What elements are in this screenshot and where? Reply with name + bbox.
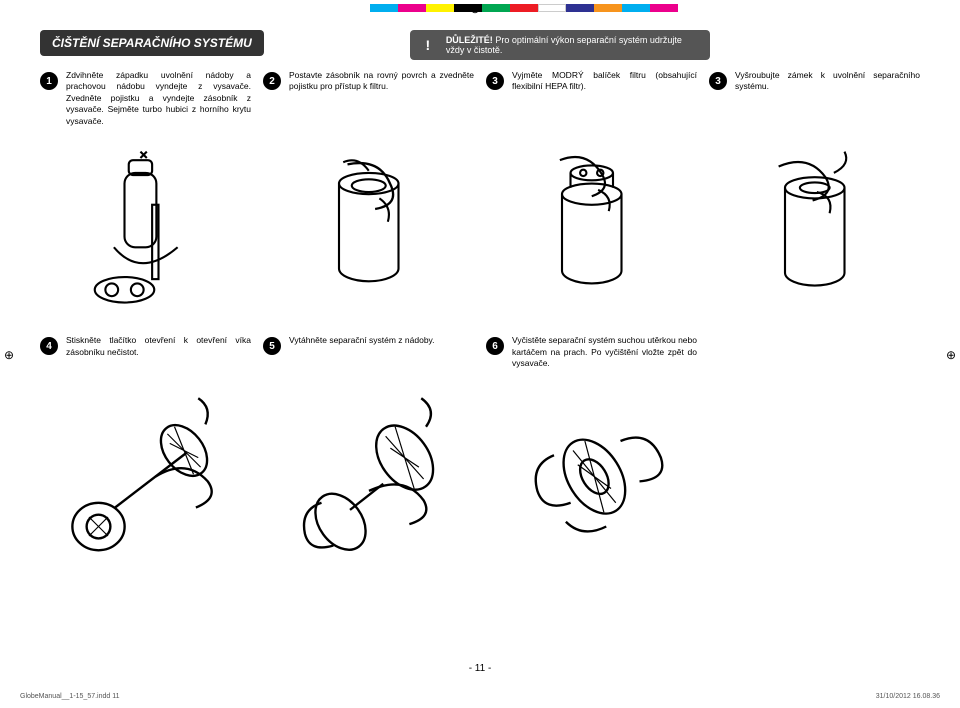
illustration-row-1 [40, 141, 920, 311]
registration-mark: ⊕ [946, 348, 956, 362]
page-number: - 11 - [0, 663, 960, 674]
illustration [263, 141, 474, 311]
step-number: 2 [263, 72, 281, 90]
print-footer: GlobeManual__1-15_57.indd 11 31/10/2012 … [20, 693, 940, 700]
step: 2 Postavte zásobník na rovný povrch a zve… [263, 70, 474, 127]
registration-mark: ⊕ [4, 348, 14, 362]
illustration-row-2 [40, 384, 920, 574]
step: 3 Vyjměte MODRÝ balíček filtru (obsahujíc… [486, 70, 697, 127]
important-callout: ! DŮLEŽITÉ! Pro optimální výkon separačn… [410, 30, 710, 60]
step: 1 Zdvihněte západku uvolnění nádoby a pra… [40, 70, 251, 127]
steps-row-1: 1 Zdvihněte západku uvolnění nádoby a pra… [40, 70, 920, 127]
footer-filename: GlobeManual__1-15_57.indd 11 [20, 693, 120, 700]
step-text: Postavte zásobník na rovný povrch a zved… [289, 70, 474, 127]
important-label: DŮLEŽITÉ! [446, 35, 493, 45]
step: 3 Vyšroubujte zámek k uvolnění separačníh… [709, 70, 920, 127]
step-number: 1 [40, 72, 58, 90]
step-number: 3 [486, 72, 504, 90]
registration-mark: ⊕ [470, 2, 480, 16]
step-text: Vyšroubujte zámek k uvolnění separačního… [735, 70, 920, 127]
step-number: 6 [486, 337, 504, 355]
step: 5 Vytáhněte separační systém z nádoby. [263, 335, 474, 369]
illustration [263, 384, 474, 574]
illustration [40, 384, 251, 574]
print-colorbar [370, 4, 678, 12]
illustration [40, 141, 251, 311]
warning-icon: ! [420, 37, 436, 53]
step-number: 5 [263, 337, 281, 355]
illustration [486, 141, 697, 311]
step-text: Vyjměte MODRÝ balíček filtru (obsahující… [512, 70, 697, 127]
illustration [709, 141, 920, 311]
step-text: Stiskněte tlačítko otevření k otevření v… [66, 335, 251, 369]
section-title: ČIŠTĚNÍ SEPARAČNÍHO SYSTÉMU [40, 30, 264, 56]
step-text: Vytáhněte separační systém z nádoby. [289, 335, 435, 369]
step-text: Zdvihněte západku uvolnění nádoby a prac… [66, 70, 251, 127]
step: 6 Vyčistěte separační systém suchou utěrk… [486, 335, 697, 369]
footer-timestamp: 31/10/2012 16.08.36 [876, 693, 940, 700]
step-number: 3 [709, 72, 727, 90]
manual-page: ČIŠTĚNÍ SEPARAČNÍHO SYSTÉMU ! DŮLEŽITÉ! … [40, 30, 920, 668]
empty-space [709, 384, 920, 574]
step-number: 4 [40, 337, 58, 355]
step: 4 Stiskněte tlačítko otevření k otevření … [40, 335, 251, 369]
illustration [486, 384, 697, 574]
step-text: Vyčistěte separační systém suchou utěrko… [512, 335, 697, 369]
steps-row-2: 4 Stiskněte tlačítko otevření k otevření … [40, 335, 920, 369]
